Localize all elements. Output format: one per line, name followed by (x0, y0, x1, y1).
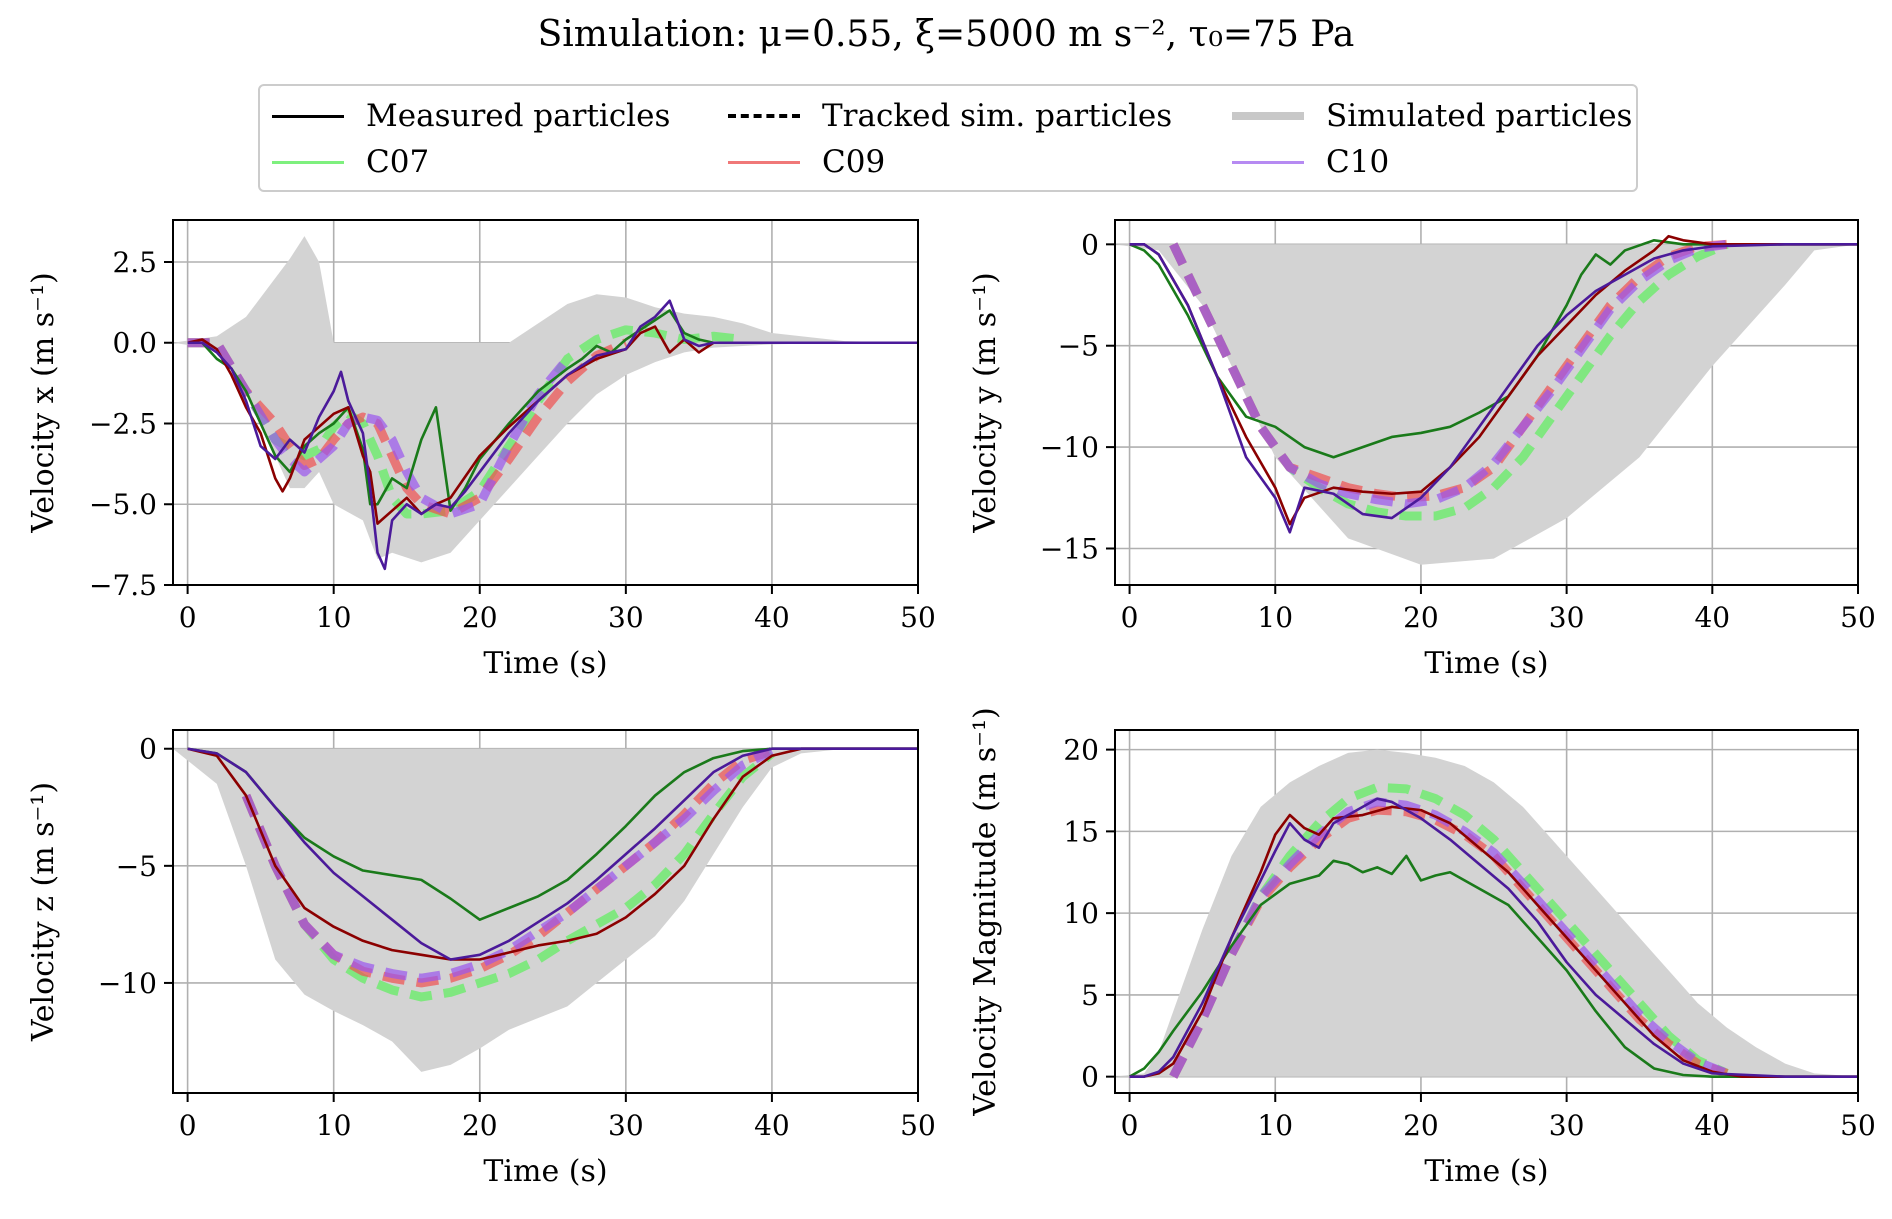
y-tick-label: 0 (139, 733, 157, 766)
simulated-band (1115, 244, 1858, 565)
plot-area (173, 746, 918, 1072)
x-tick-label: 30 (608, 601, 644, 634)
y-tick-label: −10 (98, 967, 157, 1000)
legend-item-tracked: Tracked sim. particles (728, 96, 1172, 136)
x-tick-label: 0 (1121, 601, 1139, 634)
y-tick-label: 10 (1063, 897, 1099, 930)
x-tick-label: 40 (1694, 601, 1730, 634)
subplot-velocity-magnitude: 0 10 20 30 40 50 0 5 10 15 20 Time (s) Velocity Magn… (968, 707, 1876, 1189)
legend-swatch-c10 (1232, 160, 1304, 164)
y-tick-label: −10 (1040, 431, 1099, 464)
y-tick-label: 15 (1063, 815, 1099, 848)
legend-swatch-measured (272, 114, 344, 118)
x-tick-label: 10 (316, 1109, 352, 1142)
x-axis-label: Time (s) (1424, 1154, 1548, 1189)
simulated-band (173, 236, 918, 563)
subplot-velocity-x: 0 10 20 30 40 50 2.5 0.0 −2.5 −5.0 −7.5 Time (s) Vel… (26, 219, 936, 681)
x-axis-label: Time (s) (1424, 646, 1548, 681)
simulated-band (173, 748, 918, 1072)
tracked-series-c10 (1169, 239, 1728, 509)
x-tick-label: 10 (316, 601, 352, 634)
axes-frame (172, 219, 919, 586)
legend-swatch-simulated (1232, 112, 1304, 120)
y-tick-label: 20 (1063, 734, 1099, 767)
y-tick-label: 0 (1081, 228, 1099, 261)
legend-item-simulated: Simulated particles (1232, 96, 1632, 136)
x-tick-label: 0 (1121, 1109, 1139, 1142)
legend-label-c09: C09 (822, 144, 886, 180)
y-tick-label: −15 (1040, 533, 1099, 566)
measured-series-c10 (187, 747, 918, 961)
legend-item-c09: C09 (728, 142, 885, 182)
x-axis-label: Time (s) (483, 646, 607, 681)
y-tick-label: 2.5 (112, 246, 157, 279)
figure-title: Simulation: μ=0.55, ξ=5000 m s⁻², τ₀=75 … (537, 14, 1355, 55)
y-tick-label: −5 (116, 850, 157, 883)
plot-area (173, 236, 918, 571)
y-tick-label: −2.5 (89, 407, 157, 440)
x-tick-label: 0 (179, 1109, 197, 1142)
x-tick-label: 20 (1403, 1109, 1439, 1142)
y-tick-label: 0 (1081, 1061, 1099, 1094)
x-tick-label: 40 (754, 601, 790, 634)
legend-item-measured: Measured particles (272, 96, 670, 136)
legend-label-c10: C10 (1326, 144, 1390, 180)
legend-label-c07: C07 (366, 144, 430, 180)
y-tick-label: 0.0 (112, 327, 157, 360)
y-tick-label: −5.0 (89, 488, 157, 521)
subplot-velocity-y: 0 10 20 30 40 50 0 −5 −10 −15 Time (s) Velocity y (… (968, 219, 1876, 681)
x-tick-label: 50 (1840, 1109, 1876, 1142)
x-tick-label: 30 (1549, 1109, 1585, 1142)
legend-label-tracked: Tracked sim. particles (822, 98, 1173, 134)
y-axis-label: Velocity Magnitude (m s⁻¹) (968, 707, 1003, 1117)
axes-frame (1114, 219, 1859, 586)
measured-series-c10 (1129, 243, 1858, 534)
y-axis-label: Velocity x (m s⁻¹) (26, 272, 61, 533)
measured-series-c07 (1129, 238, 1858, 459)
x-tick-label: 20 (462, 1109, 498, 1142)
x-tick-label: 30 (608, 1109, 644, 1142)
tracked-series-c10 (187, 338, 571, 519)
y-axis-label: Velocity y (m s⁻¹) (968, 272, 1003, 533)
measured-series-c07 (187, 747, 918, 921)
legend-item-c10: C10 (1232, 142, 1389, 182)
measured-series-c09 (187, 747, 918, 961)
x-axis-label: Time (s) (483, 1154, 607, 1189)
legend-swatch-tracked (728, 114, 800, 118)
x-tick-label: 40 (754, 1109, 790, 1142)
y-tick-label: −7.5 (89, 569, 157, 602)
y-tick-label: −5 (1058, 330, 1099, 363)
legend-swatch-c07 (272, 160, 344, 164)
axes-frame (172, 729, 919, 1094)
axes-frame (1114, 729, 1859, 1094)
legend-item-c07: C07 (272, 142, 429, 182)
tracked-series-c10 (241, 747, 774, 983)
x-tick-label: 20 (462, 601, 498, 634)
x-tick-label: 30 (1549, 601, 1585, 634)
legend-label-simulated: Simulated particles (1326, 98, 1633, 134)
measured-series-c09 (1129, 805, 1858, 1078)
plot-area (1115, 234, 1858, 565)
x-tick-label: 50 (900, 1109, 936, 1142)
legend-swatch-c09 (728, 160, 800, 164)
x-tick-label: 20 (1403, 601, 1439, 634)
y-tick-label: 5 (1081, 979, 1099, 1012)
x-tick-label: 50 (1840, 601, 1876, 634)
legend-label-measured: Measured particles (366, 98, 671, 134)
measured-series-c10 (1129, 797, 1858, 1078)
legend: Measured particles Tracked sim. particle… (258, 84, 1638, 192)
x-tick-label: 40 (1694, 1109, 1730, 1142)
x-tick-label: 0 (179, 601, 197, 634)
simulated-band (1115, 749, 1858, 1077)
x-tick-label: 50 (900, 601, 936, 634)
subplot-velocity-z: 0 10 20 30 40 50 0 −5 −10 Time (s) Velocity z (m s… (26, 729, 936, 1189)
x-tick-label: 10 (1257, 601, 1293, 634)
y-axis-label: Velocity z (m s⁻¹) (26, 782, 61, 1042)
measured-series-c10 (187, 299, 918, 571)
plot-area (1115, 749, 1858, 1079)
x-tick-label: 10 (1257, 1109, 1293, 1142)
